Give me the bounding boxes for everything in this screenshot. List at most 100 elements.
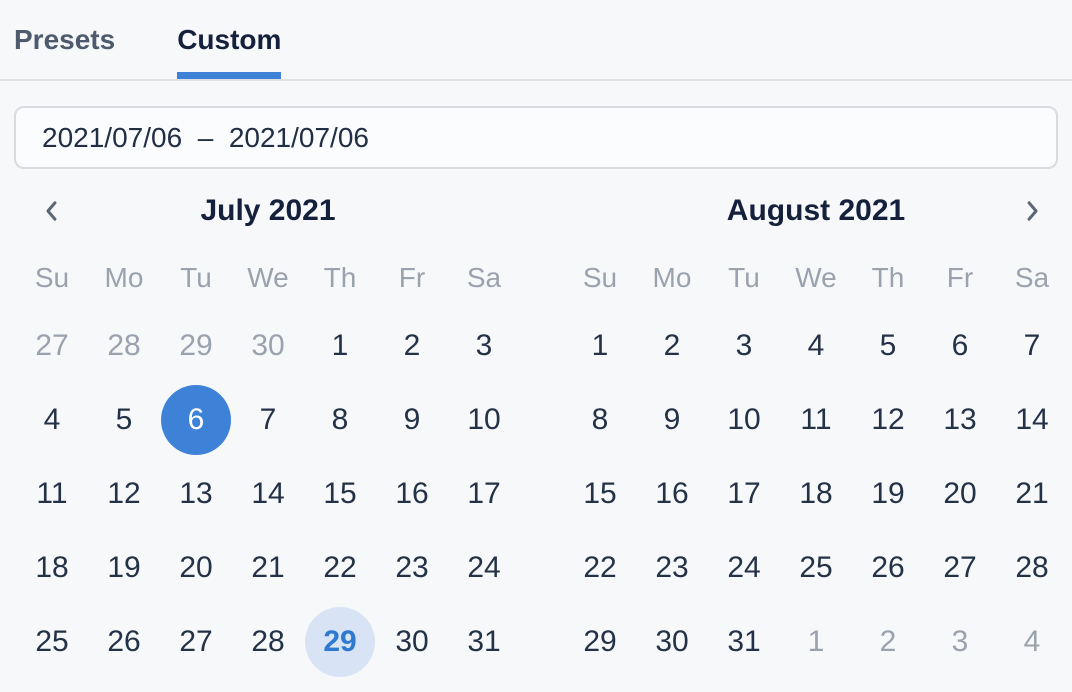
day-cell[interactable]: 22 bbox=[304, 531, 376, 605]
day-cell[interactable]: 28 bbox=[232, 605, 304, 679]
day-cell[interactable]: 11 bbox=[16, 457, 88, 531]
day-number: 26 bbox=[107, 625, 141, 658]
day-cell[interactable]: 31 bbox=[448, 605, 520, 679]
tab-custom[interactable]: Custom bbox=[177, 0, 282, 79]
day-number: 22 bbox=[583, 551, 617, 584]
day-cell[interactable]: 15 bbox=[304, 457, 376, 531]
day-cell[interactable]: 6 bbox=[924, 309, 996, 383]
day-cell[interactable]: 1 bbox=[780, 605, 852, 679]
day-cell[interactable]: 2 bbox=[376, 309, 448, 383]
weekday-label: Sa bbox=[1014, 262, 1050, 293]
day-cell[interactable]: 19 bbox=[852, 457, 924, 531]
day-cell[interactable]: 10 bbox=[708, 383, 780, 457]
day-cell[interactable]: 28 bbox=[88, 309, 160, 383]
day-grid-left: 27 28 29 30 1 2 3 4 5 6 7 8 9 10 11 12 13 14 15 16 17 18 19 20 2… bbox=[16, 309, 520, 679]
weekday-label: Su bbox=[34, 262, 70, 293]
day-number: 1 bbox=[591, 329, 609, 362]
day-cell[interactable]: 21 bbox=[232, 531, 304, 605]
day-number: 19 bbox=[871, 477, 905, 510]
day-number: 29 bbox=[179, 329, 213, 362]
day-cell[interactable]: 16 bbox=[636, 457, 708, 531]
day-number: 12 bbox=[107, 477, 141, 510]
day-number: 10 bbox=[467, 403, 501, 436]
day-cell[interactable]: 27 bbox=[924, 531, 996, 605]
day-cell[interactable]: 16 bbox=[376, 457, 448, 531]
day-cell[interactable]: 26 bbox=[88, 605, 160, 679]
calendar-header-right: August 2021 bbox=[564, 189, 1068, 233]
day-cell[interactable]: 15 bbox=[564, 457, 636, 531]
day-number: 27 bbox=[943, 551, 977, 584]
weekday-label: Fr bbox=[398, 262, 426, 293]
day-cell[interactable]: 21 bbox=[996, 457, 1068, 531]
day-cell[interactable]: 3 bbox=[708, 309, 780, 383]
day-cell[interactable]: 13 bbox=[160, 457, 232, 531]
day-cell[interactable]: 27 bbox=[160, 605, 232, 679]
day-cell[interactable]: 24 bbox=[708, 531, 780, 605]
calendar-month-right: August 2021 Su Mo Tu We Th Fr Sa 1 2 3 4 5 6 7 8 9 10 11… bbox=[564, 189, 1068, 679]
day-cell[interactable]: 29 bbox=[564, 605, 636, 679]
tab-presets[interactable]: Presets bbox=[14, 23, 116, 55]
day-cell[interactable]: 5 bbox=[852, 309, 924, 383]
day-cell[interactable]: 17 bbox=[448, 457, 520, 531]
day-cell[interactable]: 8 bbox=[304, 383, 376, 457]
day-cell[interactable]: 20 bbox=[160, 531, 232, 605]
day-cell[interactable]: 27 bbox=[16, 309, 88, 383]
day-cell[interactable]: 25 bbox=[780, 531, 852, 605]
day-number: 7 bbox=[259, 403, 277, 436]
day-cell[interactable]: 19 bbox=[88, 531, 160, 605]
next-month-button[interactable] bbox=[1010, 189, 1054, 233]
date-range-input[interactable] bbox=[14, 106, 1058, 169]
day-cell[interactable]: 4 bbox=[996, 605, 1068, 679]
day-cell[interactable]: 17 bbox=[708, 457, 780, 531]
day-number: 30 bbox=[655, 625, 689, 658]
day-cell[interactable]: 9 bbox=[376, 383, 448, 457]
prev-month-button[interactable] bbox=[30, 189, 74, 233]
day-cell[interactable]: 14 bbox=[996, 383, 1068, 457]
day-cell[interactable]: 7 bbox=[996, 309, 1068, 383]
day-cell[interactable]: 26 bbox=[852, 531, 924, 605]
day-cell-selected[interactable]: 6 bbox=[160, 383, 232, 457]
day-number: 22 bbox=[323, 551, 357, 584]
day-cell[interactable]: 12 bbox=[88, 457, 160, 531]
day-number: 15 bbox=[323, 477, 357, 510]
day-cell[interactable]: 2 bbox=[852, 605, 924, 679]
day-cell[interactable]: 30 bbox=[232, 309, 304, 383]
day-cell[interactable]: 2 bbox=[636, 309, 708, 383]
day-cell[interactable]: 30 bbox=[636, 605, 708, 679]
day-cell[interactable]: 31 bbox=[708, 605, 780, 679]
day-number: 9 bbox=[663, 403, 681, 436]
day-cell[interactable]: 7 bbox=[232, 383, 304, 457]
day-cell[interactable]: 4 bbox=[780, 309, 852, 383]
day-cell[interactable]: 10 bbox=[448, 383, 520, 457]
day-cell[interactable]: 4 bbox=[16, 383, 88, 457]
day-cell[interactable]: 18 bbox=[780, 457, 852, 531]
day-cell[interactable]: 29 bbox=[160, 309, 232, 383]
day-cell-today[interactable]: 29 bbox=[304, 605, 376, 679]
day-number: 2 bbox=[403, 329, 421, 362]
day-cell[interactable]: 1 bbox=[564, 309, 636, 383]
day-cell[interactable]: 20 bbox=[924, 457, 996, 531]
day-cell[interactable]: 24 bbox=[448, 531, 520, 605]
day-number: 14 bbox=[251, 477, 285, 510]
weekday-label: Sa bbox=[466, 262, 502, 293]
day-cell[interactable]: 9 bbox=[636, 383, 708, 457]
day-cell[interactable]: 28 bbox=[996, 531, 1068, 605]
day-grid-right: 1 2 3 4 5 6 7 8 9 10 11 12 13 14 15 16 17 18 19 20 21 22 23 24 2… bbox=[564, 309, 1068, 679]
day-cell[interactable]: 3 bbox=[448, 309, 520, 383]
day-number: 5 bbox=[115, 403, 133, 436]
day-cell[interactable]: 22 bbox=[564, 531, 636, 605]
day-cell[interactable]: 23 bbox=[376, 531, 448, 605]
day-cell[interactable]: 25 bbox=[16, 605, 88, 679]
day-cell[interactable]: 1 bbox=[304, 309, 376, 383]
day-cell[interactable]: 3 bbox=[924, 605, 996, 679]
day-cell[interactable]: 12 bbox=[852, 383, 924, 457]
day-cell[interactable]: 30 bbox=[376, 605, 448, 679]
day-cell[interactable]: 11 bbox=[780, 383, 852, 457]
day-cell[interactable]: 13 bbox=[924, 383, 996, 457]
day-cell[interactable]: 8 bbox=[564, 383, 636, 457]
weekday-header-right: Su Mo Tu We Th Fr Sa bbox=[564, 261, 1068, 295]
day-cell[interactable]: 18 bbox=[16, 531, 88, 605]
day-cell[interactable]: 14 bbox=[232, 457, 304, 531]
day-cell[interactable]: 5 bbox=[88, 383, 160, 457]
day-cell[interactable]: 23 bbox=[636, 531, 708, 605]
